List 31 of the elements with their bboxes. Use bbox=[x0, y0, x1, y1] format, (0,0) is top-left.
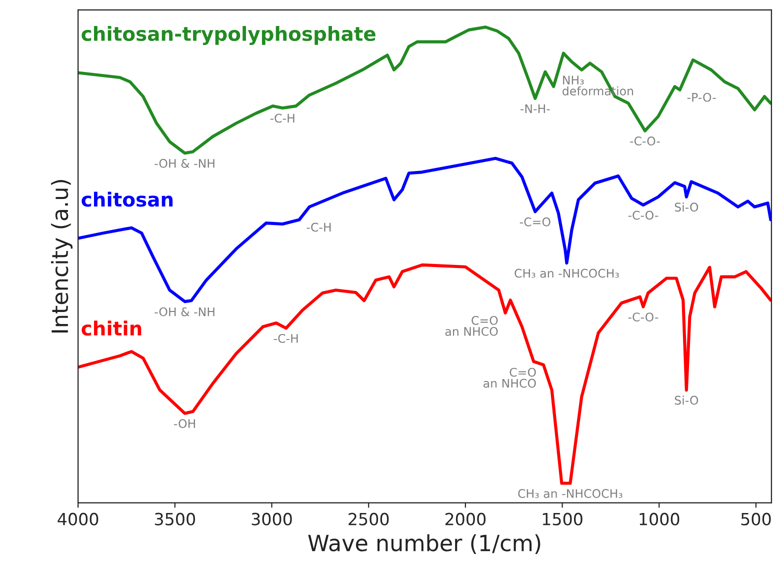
annotation: -C-H bbox=[270, 114, 294, 123]
x-tick-label: 2000 bbox=[445, 512, 486, 526]
x-tick-label: 1500 bbox=[542, 512, 582, 526]
series-label: chitosan bbox=[82, 192, 173, 207]
x-tick-label: 3500 bbox=[154, 512, 196, 526]
annotation: -OH & -NH bbox=[154, 158, 214, 168]
annotation: -P-O- bbox=[687, 92, 716, 102]
x-tick-label: 1000 bbox=[640, 512, 680, 526]
annotation: Si-O bbox=[674, 396, 698, 405]
annotation: -C-O- bbox=[628, 210, 658, 220]
annotation: -C=O bbox=[520, 217, 550, 226]
x-tick-label: 3000 bbox=[252, 512, 292, 526]
x-tick-label: 2500 bbox=[348, 512, 389, 526]
annotation: -OH & -NH bbox=[154, 307, 214, 316]
x-tick-label: 4000 bbox=[58, 512, 98, 526]
annotation: -OH bbox=[174, 419, 196, 428]
annotation: -C-O- bbox=[630, 136, 660, 146]
annotation: -C-H bbox=[274, 334, 298, 343]
annotation: -N-H- bbox=[520, 104, 550, 113]
annotation: CH₃ an -NHCOCH₃ bbox=[518, 489, 622, 498]
annotation: C=O an NHCO bbox=[484, 368, 536, 388]
series-label: chitosan-trypolyphosphate bbox=[82, 26, 376, 45]
annotation: C=O an NHCO bbox=[445, 316, 498, 336]
x-tick-label: 500 bbox=[741, 512, 771, 526]
y-axis-title: Intencity (a.u) bbox=[51, 180, 73, 332]
annotation: CH₃ an -NHCOCH₃ bbox=[514, 268, 619, 278]
annotation: Si-O bbox=[674, 202, 698, 212]
annotation: -C-H bbox=[306, 222, 331, 232]
series-label: chitin bbox=[82, 320, 142, 336]
x-axis-title: Wave number (1/cm) bbox=[308, 534, 540, 554]
annotation: -C-O- bbox=[628, 312, 658, 322]
